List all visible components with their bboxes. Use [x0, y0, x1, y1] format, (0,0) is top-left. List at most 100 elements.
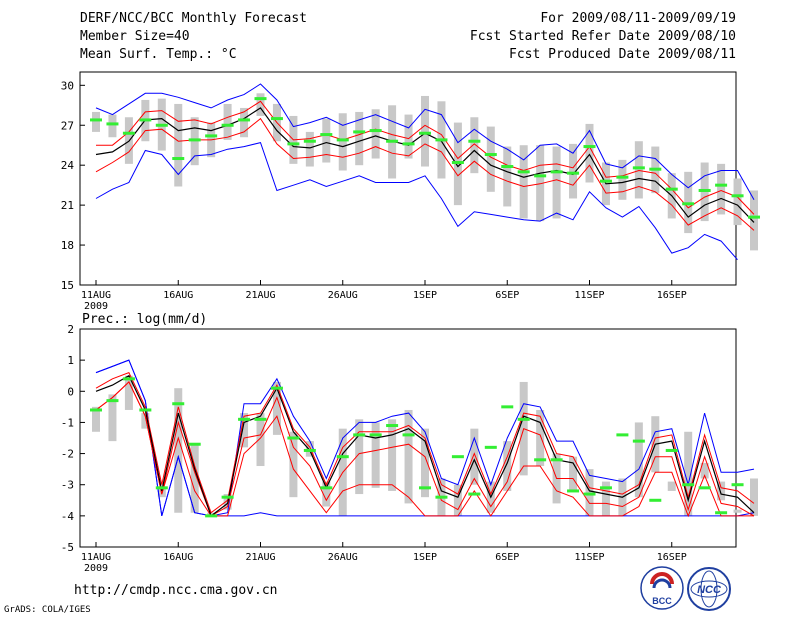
- temp-median-marker: [468, 139, 481, 143]
- bcc-logo-text: BCC: [652, 596, 672, 606]
- precip-member-box: [453, 484, 462, 516]
- temp-member-box: [92, 111, 100, 132]
- temp-median-marker: [451, 161, 464, 165]
- temp-median-marker: [632, 166, 645, 170]
- temp-member-box: [223, 103, 232, 140]
- precip-xtick-label: 21AUG: [245, 552, 275, 563]
- precip-member-box: [421, 428, 429, 498]
- temp-median-marker: [205, 134, 218, 138]
- precip-median-marker: [221, 495, 234, 499]
- precip-median-marker: [715, 511, 728, 515]
- temp-spread-upper-line: [96, 100, 755, 215]
- precip-median-marker: [484, 445, 497, 449]
- precip-median-marker: [205, 514, 218, 518]
- precip-member-box: [750, 478, 758, 516]
- precip-frame: [79, 328, 737, 548]
- temp-median-marker: [517, 170, 530, 174]
- precip-median-marker: [451, 455, 464, 459]
- precip-member-box: [388, 419, 397, 491]
- precip-member-box: [585, 469, 594, 516]
- precip-member-box: [700, 462, 709, 479]
- temp-median-marker: [419, 131, 431, 135]
- temp-median-marker: [254, 97, 267, 101]
- precip-member-box: [256, 413, 265, 467]
- precip-member-box: [470, 428, 479, 485]
- temp-member-box: [421, 95, 429, 167]
- temp-median-marker: [139, 118, 152, 122]
- precip-member-box: [634, 422, 643, 498]
- precip-median-marker: [336, 455, 349, 459]
- temp-member-box: [503, 146, 512, 207]
- forecast-period: For 2009/08/11-2009/09/19: [540, 11, 736, 26]
- precip-median-marker: [139, 408, 152, 412]
- precip-ytick-label: -4: [61, 510, 75, 523]
- temp-median-marker: [320, 133, 333, 137]
- temp-member-box: [371, 109, 380, 159]
- precip-median-marker: [665, 448, 678, 452]
- temp-median-marker: [583, 145, 596, 149]
- precip-xtick-label: 11AUG: [81, 552, 111, 563]
- temp-member-box: [355, 111, 364, 166]
- precip-member-box: [717, 481, 726, 501]
- temp-median-marker: [106, 122, 119, 126]
- precip-member-box: [322, 481, 331, 507]
- precip-median-marker: [599, 486, 612, 490]
- precip-median-marker: [402, 433, 415, 437]
- precip-median-marker: [188, 442, 201, 446]
- precip-median-marker: [287, 436, 300, 440]
- precip-median-marker: [682, 483, 695, 487]
- precip-ytick-label: -2: [61, 448, 74, 461]
- precip-median-marker: [468, 492, 481, 496]
- temp-median-marker: [698, 188, 711, 192]
- precip-median-marker: [632, 439, 645, 443]
- ncc-logo-text: NCC: [697, 584, 722, 596]
- temp-xtick-label: 11SEP: [574, 290, 604, 301]
- precip-median-marker: [106, 399, 119, 403]
- precip-ytick-label: -3: [61, 479, 74, 492]
- precip-member-box: [305, 441, 314, 457]
- temp-member-box: [470, 117, 479, 174]
- precip-median-marker: [122, 377, 135, 381]
- precip-member-box: [272, 381, 281, 435]
- precip-ensemble-mean-line: [95, 374, 755, 517]
- temp-median-marker: [731, 194, 744, 198]
- precip-xtick-label: 6SEP: [495, 552, 519, 563]
- precip-ytick-label: 1: [67, 354, 74, 367]
- temp-median-marker: [682, 202, 695, 206]
- chart-title: DERF/NCC/BCC Monthly Forecast: [80, 11, 307, 26]
- temp-median-marker: [715, 183, 728, 187]
- member-size: Member Size=40: [80, 29, 190, 44]
- temp-member-box: [404, 114, 413, 159]
- temp-median-marker: [353, 130, 366, 134]
- precip-xtick-label: 11SEP: [574, 552, 604, 563]
- precip-median-marker: [534, 458, 547, 462]
- precip-panel: -5 -4 -3 -2 -1 0 1 2 11AUG 16AUG 21AUG 26AUG 1SEP 6SE…: [61, 312, 758, 574]
- precip-median-marker: [435, 495, 448, 499]
- precip-member-box: [503, 441, 512, 491]
- temp-year-label: 2009: [84, 301, 108, 312]
- temp-median-marker: [238, 118, 251, 122]
- precip-median-marker: [419, 486, 431, 490]
- temp-median-marker: [599, 179, 612, 183]
- precip-median-marker: [238, 417, 251, 421]
- temp-median-marker: [435, 138, 448, 142]
- precip-member-box: [355, 419, 364, 495]
- temp-member-box: [240, 107, 249, 138]
- precip-member-box: [601, 481, 610, 516]
- temp-median-marker: [534, 174, 547, 178]
- precip-member-box: [174, 388, 183, 513]
- temp-xtick-label: 11AUG: [81, 290, 111, 301]
- temp-median-marker: [665, 187, 678, 191]
- temp-member-box: [256, 93, 265, 116]
- temp-member-box: [519, 145, 528, 219]
- precip-median-marker: [172, 402, 185, 406]
- precip-median-marker: [270, 386, 283, 390]
- temp-median-marker: [188, 138, 201, 142]
- temp-xtick-label: 16AUG: [163, 290, 193, 301]
- source-url[interactable]: http://cmdp.ncc.cma.gov.cn: [74, 583, 278, 598]
- temp-xtick-label: 6SEP: [495, 290, 519, 301]
- temp-member-box: [305, 131, 314, 167]
- temp-member-box: [750, 190, 758, 251]
- temp-median-marker: [221, 123, 234, 127]
- temp-median-marker: [303, 139, 316, 143]
